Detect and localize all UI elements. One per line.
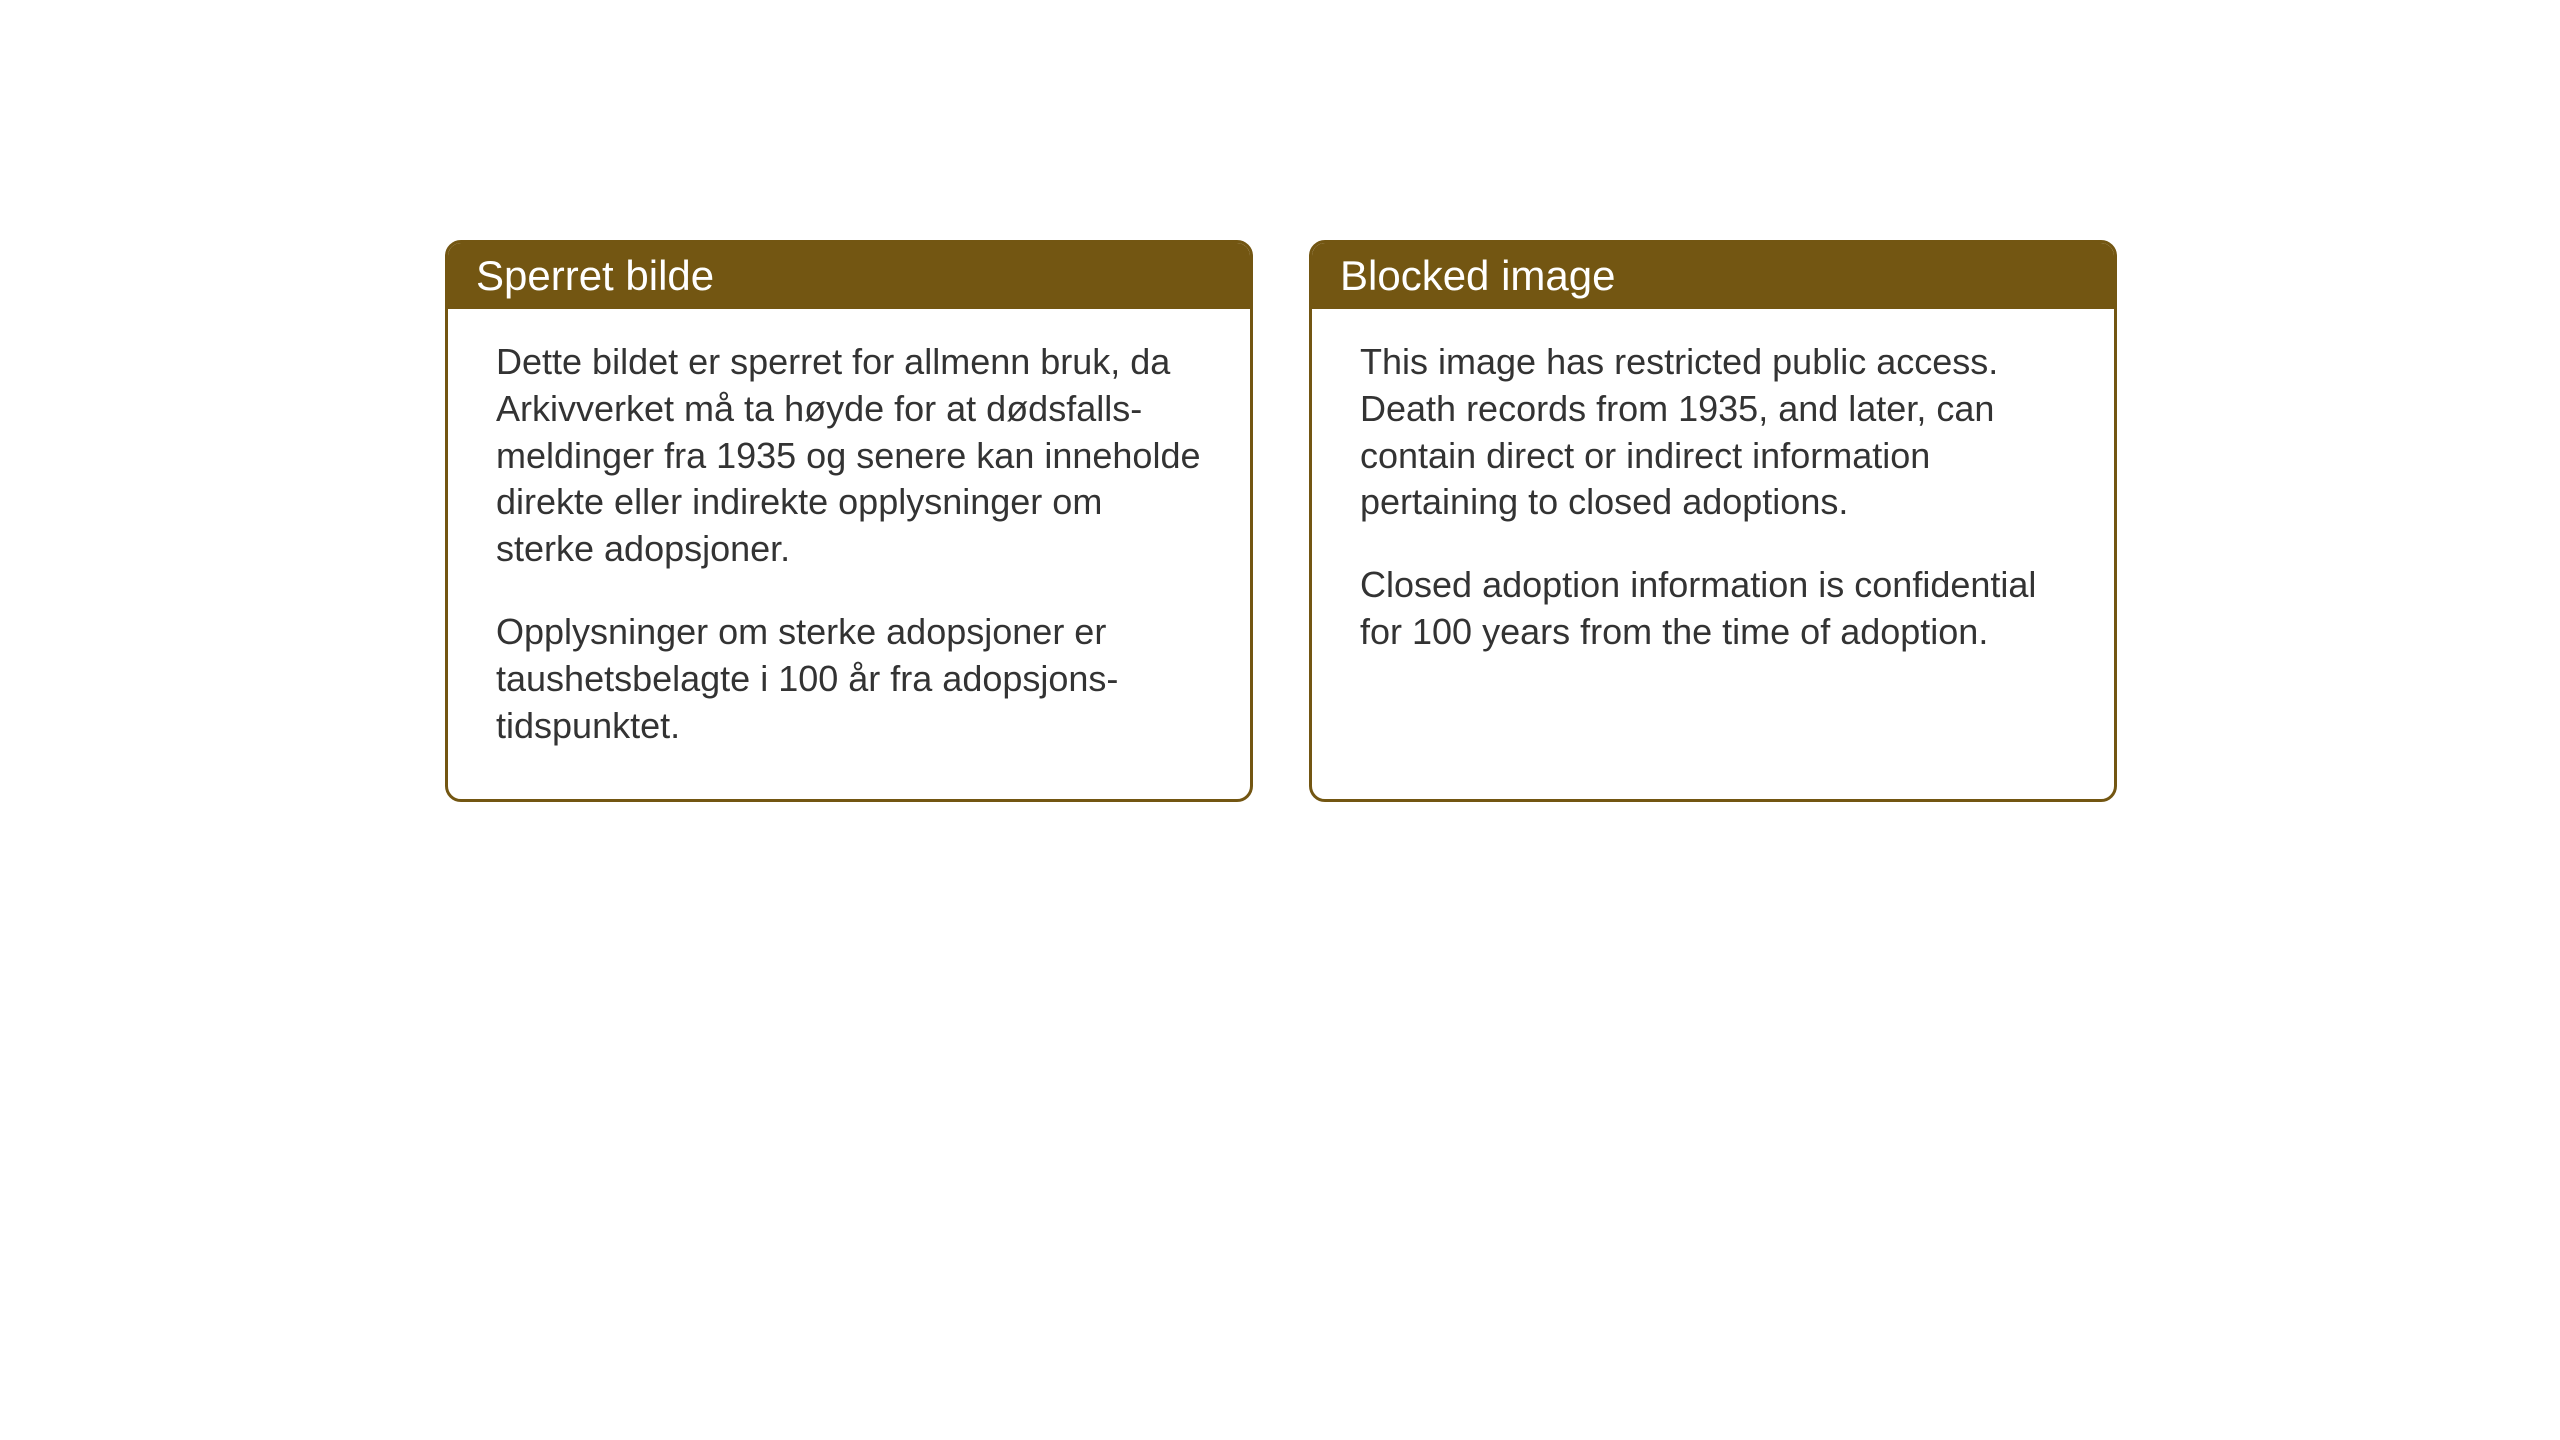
cards-container: Sperret bilde Dette bildet er sperret fo… [445, 240, 2117, 802]
card-body: This image has restricted public access.… [1312, 309, 2114, 706]
card-norwegian: Sperret bilde Dette bildet er sperret fo… [445, 240, 1253, 802]
card-paragraph-1: This image has restricted public access.… [1360, 339, 2066, 526]
card-paragraph-2: Closed adoption information is confident… [1360, 562, 2066, 656]
card-paragraph-1: Dette bildet er sperret for allmenn bruk… [496, 339, 1202, 573]
card-header: Sperret bilde [448, 243, 1250, 309]
card-body: Dette bildet er sperret for allmenn bruk… [448, 309, 1250, 799]
card-header: Blocked image [1312, 243, 2114, 309]
card-paragraph-2: Opplysninger om sterke adopsjoner er tau… [496, 609, 1202, 749]
card-english: Blocked image This image has restricted … [1309, 240, 2117, 802]
